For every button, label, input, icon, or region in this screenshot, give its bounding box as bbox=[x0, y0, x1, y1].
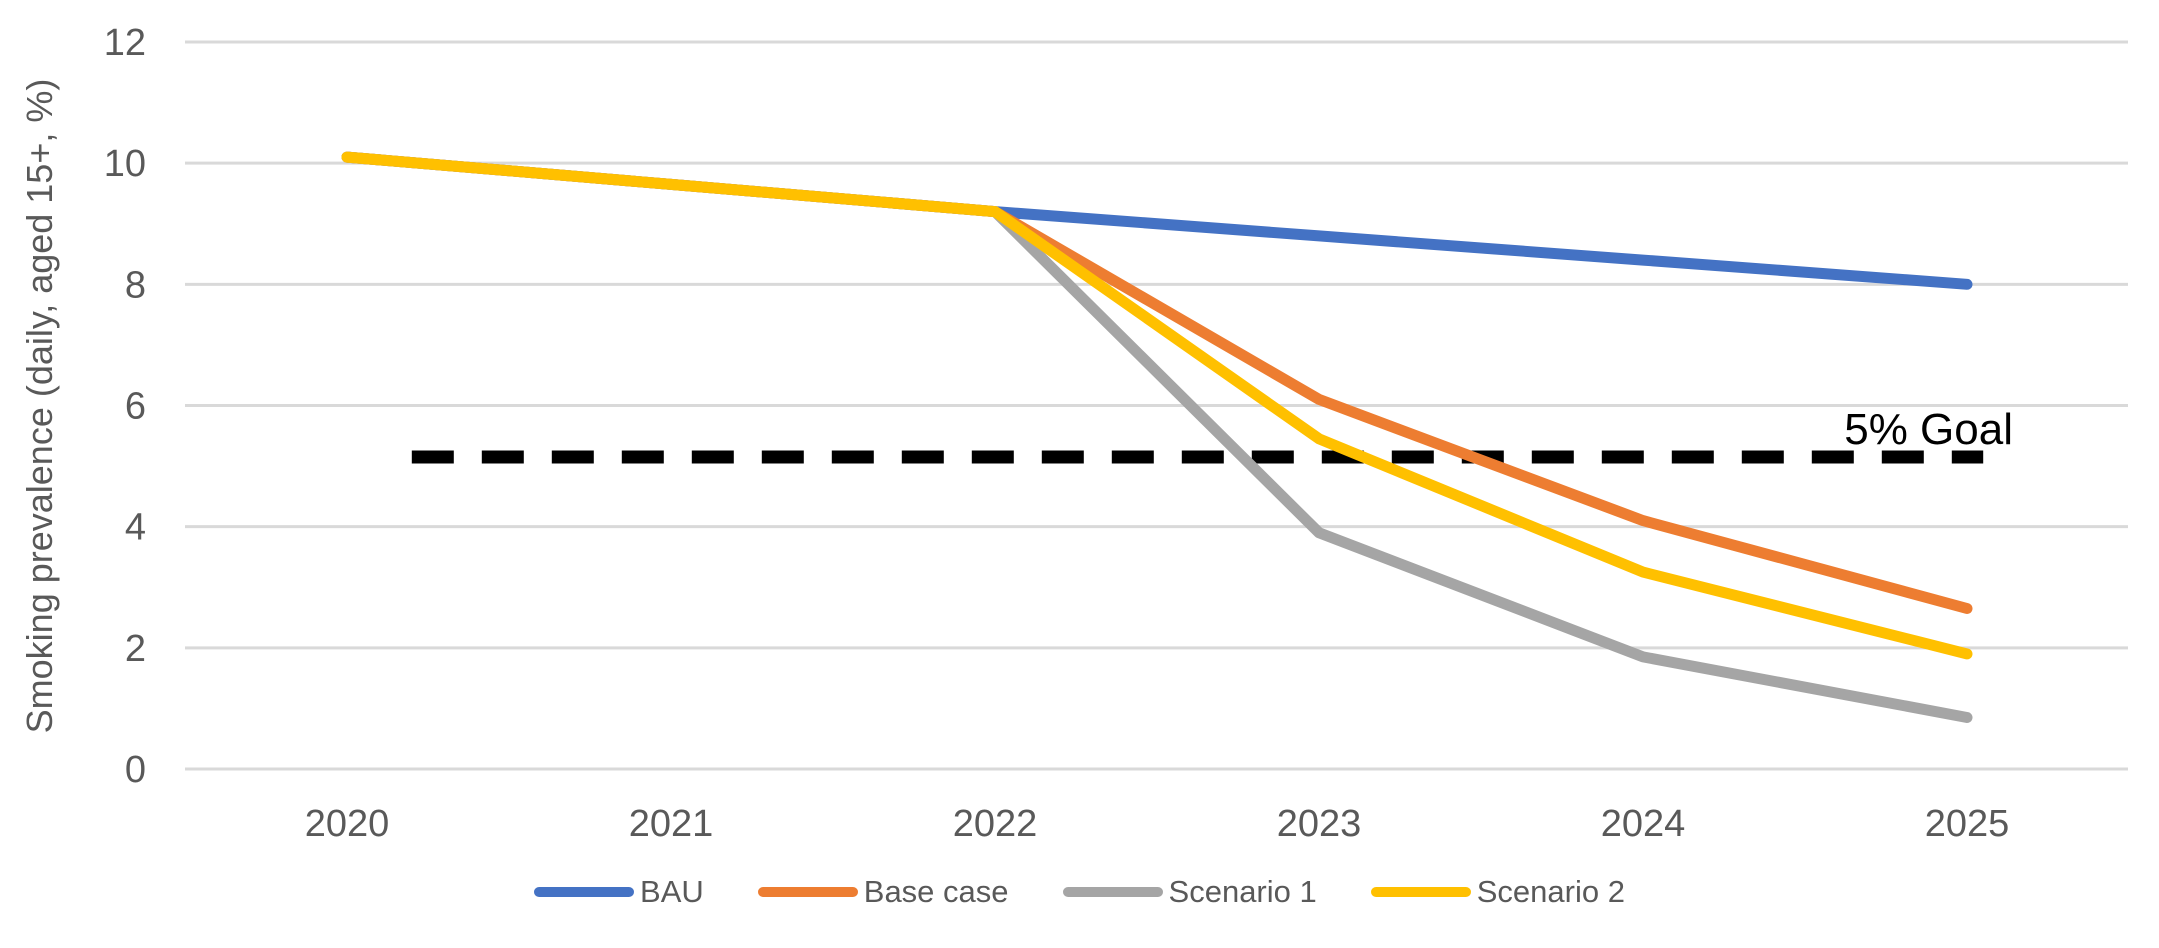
series-line-scenario-2 bbox=[341, 151, 1973, 660]
goal-line-label: 5% Goal bbox=[1844, 405, 2013, 454]
y-tick-label-4: 4 bbox=[125, 507, 146, 549]
x-axis-tick-labels: 2020 2021 2022 2023 2024 2025 bbox=[305, 803, 2010, 845]
legend-label-bau: BAU bbox=[640, 874, 704, 909]
gridlines bbox=[185, 40, 2128, 771]
legend-label-scenario-2: Scenario 2 bbox=[1476, 874, 1625, 909]
legend-item-bau: BAU bbox=[534, 876, 704, 907]
y-axis-title: Smoking prevalence (daily, aged 15+, %) bbox=[19, 79, 60, 734]
legend-label-base-case: Base case bbox=[863, 874, 1009, 909]
legend-item-base-case: Base case bbox=[757, 874, 1009, 909]
legend-label-scenario-1: Scenario 1 bbox=[1168, 874, 1317, 909]
chart-legend: BAU Base case Scenario 1 Scenario 2 bbox=[0, 876, 2159, 907]
y-tick-label-10: 10 bbox=[104, 143, 146, 185]
x-tick-label-2020: 2020 bbox=[305, 803, 390, 845]
legend-swatch-scenario-2 bbox=[1370, 886, 1471, 897]
x-tick-label-2021: 2021 bbox=[629, 803, 714, 845]
series-lines bbox=[341, 151, 1973, 723]
x-tick-label-2023: 2023 bbox=[1277, 803, 1362, 845]
legend-item-scenario-1: Scenario 1 bbox=[1062, 874, 1317, 909]
legend-swatch-bau bbox=[534, 886, 635, 897]
series-line-scenario-1 bbox=[341, 151, 1973, 723]
y-tick-label-2: 2 bbox=[125, 628, 146, 670]
x-tick-label-2024: 2024 bbox=[1601, 803, 1686, 845]
legend-swatch-scenario-1 bbox=[1062, 886, 1163, 897]
y-tick-label-12: 12 bbox=[104, 22, 146, 64]
x-tick-label-2022: 2022 bbox=[953, 803, 1038, 845]
y-tick-label-0: 0 bbox=[125, 749, 146, 791]
y-tick-label-8: 8 bbox=[125, 264, 146, 306]
legend-swatch-base-case bbox=[757, 886, 858, 897]
y-tick-label-6: 6 bbox=[125, 386, 146, 428]
y-axis-tick-labels: 0 2 4 6 8 10 12 bbox=[104, 22, 146, 791]
x-tick-label-2025: 2025 bbox=[1925, 803, 2010, 845]
legend-item-scenario-2: Scenario 2 bbox=[1370, 874, 1625, 909]
